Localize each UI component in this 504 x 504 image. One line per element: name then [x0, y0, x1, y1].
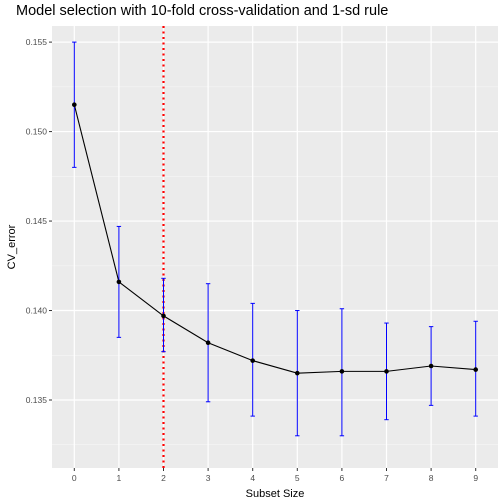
- data-point: [384, 369, 389, 374]
- data-point: [339, 369, 345, 374]
- y-tick-label: 0.150: [26, 127, 48, 137]
- y-tick-label: 0.155: [26, 37, 48, 47]
- x-axis-title: Subset Size: [246, 488, 305, 500]
- y-tick-label: 0.135: [26, 395, 48, 405]
- data-point: [295, 370, 300, 376]
- x-tick-label: 2: [161, 473, 166, 483]
- y-axis-title: CV_error: [6, 224, 18, 269]
- data-point: [161, 313, 166, 319]
- data-point: [250, 358, 255, 363]
- plot-panel: [52, 26, 498, 468]
- chart-title: Model selection with 10-fold cross-valid…: [16, 3, 389, 19]
- y-tick-label: 0.140: [26, 306, 48, 316]
- data-point: [116, 279, 122, 285]
- x-tick-label: 6: [340, 473, 345, 483]
- x-tick-label: 9: [473, 473, 478, 483]
- data-point: [72, 102, 77, 108]
- y-tick-label: 0.145: [26, 216, 48, 226]
- data-point: [428, 363, 434, 369]
- x-tick-label: 3: [206, 473, 211, 483]
- x-tick-label: 1: [117, 473, 122, 483]
- grid-minor: [52, 86, 498, 446]
- x-tick-label: 7: [384, 473, 389, 483]
- point-layer: [72, 102, 479, 376]
- series-line: [73, 104, 476, 374]
- data-point: [473, 367, 479, 372]
- axis-layer: 0.135 0.140 0.145 0.150 0.155 0 1 2 3 4 5 6 7 8 9: [26, 37, 479, 483]
- x-tick-label: 4: [250, 473, 255, 483]
- line-layer: [73, 104, 476, 374]
- x-tick-label: 0: [72, 473, 77, 483]
- x-tick-label: 5: [295, 473, 300, 483]
- x-tick-label: 8: [429, 473, 434, 483]
- data-point: [205, 340, 211, 346]
